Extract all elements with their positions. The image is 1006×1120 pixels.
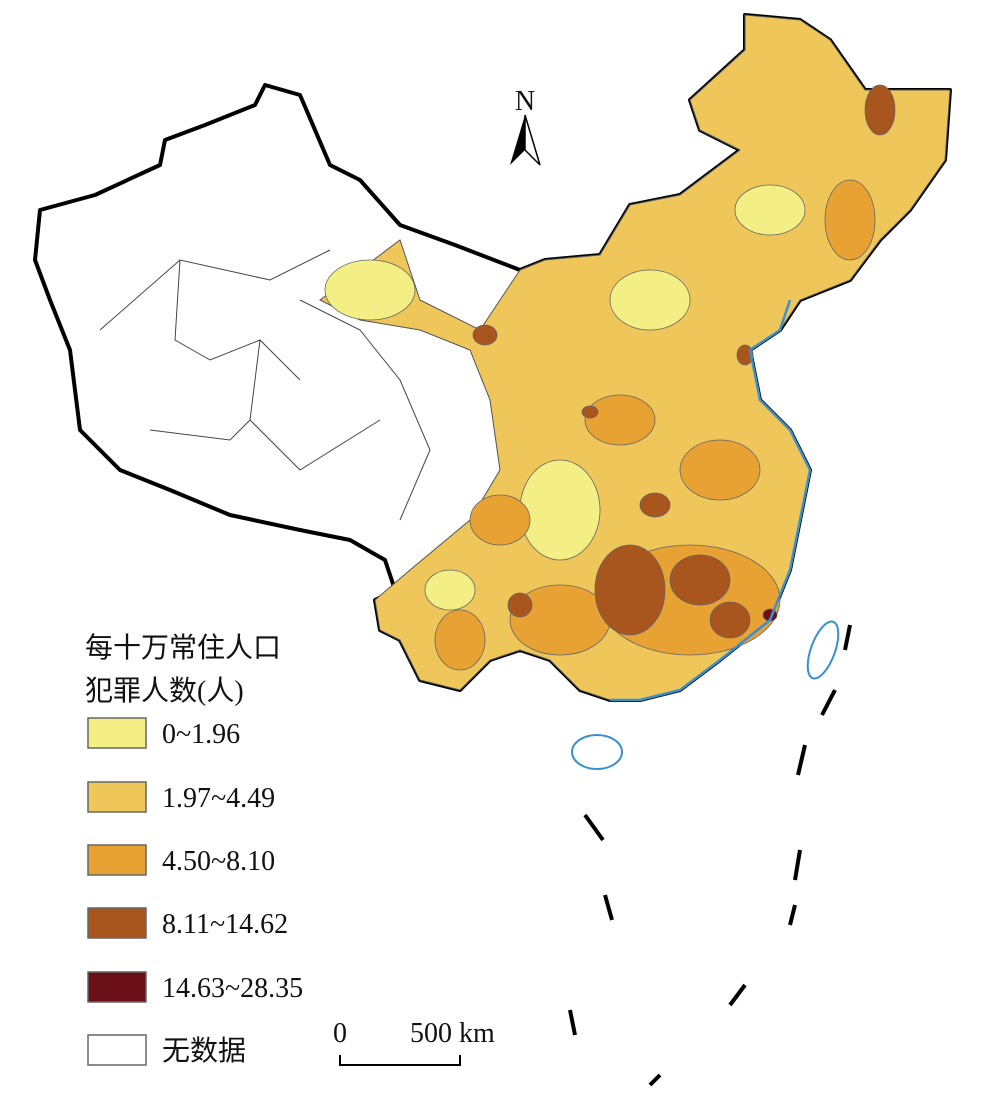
legend-swatch [87,907,147,939]
scale-bar: 0 500 km [333,1018,495,1066]
legend-swatch [87,971,147,1003]
legend-label: 1.97~4.49 [162,783,275,814]
legend-swatch [87,717,147,749]
legend-title: 每十万常住人口 [85,632,281,664]
legend-swatch [87,844,147,876]
region-patch [734,184,806,236]
island-taiwan [806,620,840,680]
region-patch [434,609,486,671]
legend-label: 无数据 [162,1035,246,1067]
region-patch [584,394,656,446]
map-shapes [33,13,952,770]
region-patch [679,439,761,501]
region-patch [669,554,731,606]
region-patch [824,179,876,261]
nine-dash-line [568,624,852,1087]
north-label: N [515,86,535,117]
north-arrow: N [510,86,541,166]
region-patch [609,269,691,331]
legend-label: 8.11~14.62 [162,909,288,940]
scale-label: 500 km [410,1018,495,1049]
legend-label: 0~1.96 [162,719,240,750]
region-patch [472,324,498,346]
region-patch [324,259,416,321]
legend-title: 犯罪人数(人) [85,675,244,707]
region-patch [581,405,599,419]
region-patch [469,494,531,546]
island-hainan [571,734,623,770]
legend-swatch [87,781,147,813]
region-patch [424,569,476,611]
coastline [610,299,812,702]
map-overlay: N 0 500 km 每十万常住人口 犯罪人数(人) 0~1.96 1.97~4.… [85,86,852,1087]
region-patch [709,601,751,639]
scale-label: 0 [333,1018,347,1049]
legend-label: 4.50~8.10 [162,846,275,877]
internal-borders [99,249,431,521]
region-patch [639,492,671,518]
region-patch [594,544,666,636]
region-patch [519,459,601,561]
region-patch [864,84,896,136]
region-patch [507,592,533,618]
legend-label: 14.63~28.35 [162,973,303,1004]
legend-swatch [87,1034,147,1066]
